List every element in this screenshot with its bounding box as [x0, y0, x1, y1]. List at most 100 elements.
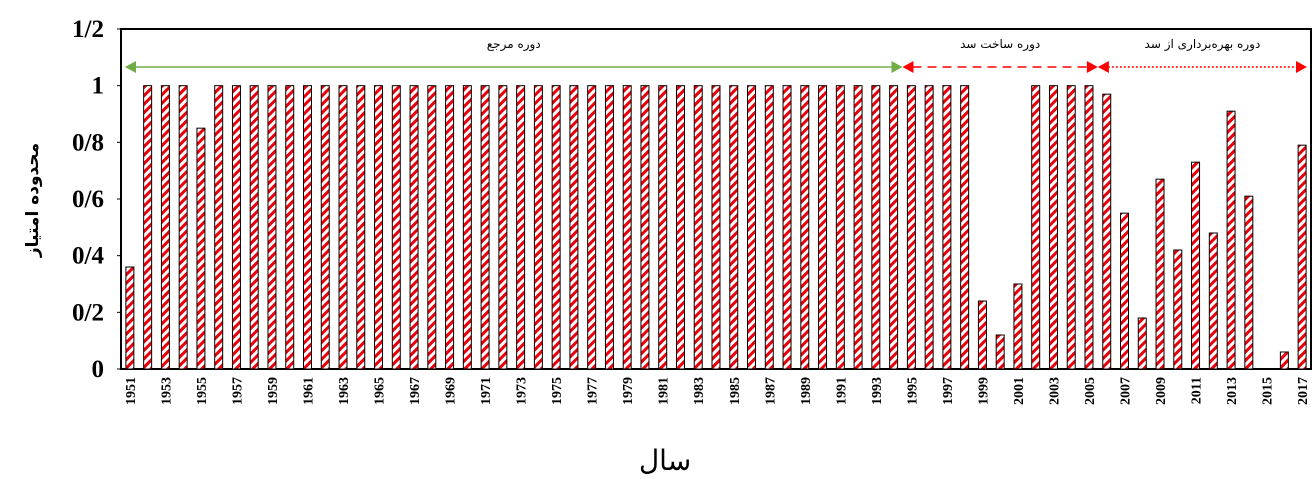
- bar-1963: [338, 85, 348, 370]
- x-tick-label: 1987: [763, 377, 778, 405]
- x-tick-label: 1993: [870, 377, 885, 405]
- x-tick-label: 2013: [1225, 377, 1240, 405]
- x-tick-label: 2015: [1261, 377, 1276, 405]
- x-tick-label: 1957: [230, 377, 245, 405]
- x-axis-label: سال: [639, 444, 691, 477]
- period-arrow-left-head: [125, 61, 136, 73]
- bar-1997: [942, 85, 952, 370]
- bar-1985: [729, 85, 739, 370]
- bar-1993: [871, 85, 881, 370]
- y-tick-label: 1: [92, 73, 105, 100]
- bar-1969: [445, 85, 455, 370]
- bar-1990: [818, 85, 828, 370]
- y-tick-label: 1/2: [72, 16, 104, 43]
- bar-1984: [711, 85, 721, 370]
- x-tick-label: 1981: [657, 377, 672, 405]
- x-tick-label: 1959: [266, 377, 281, 405]
- x-tick-label: 1999: [976, 377, 991, 405]
- bar-1988: [782, 85, 792, 370]
- bar-1955: [196, 127, 206, 370]
- bar-1986: [747, 85, 757, 370]
- y-tick-label: 0: [92, 356, 105, 383]
- bar-1981: [658, 85, 668, 370]
- x-tick-label: 1955: [195, 377, 210, 405]
- x-tick-label: 1975: [550, 377, 565, 405]
- bar-1960: [285, 85, 295, 370]
- bar-1978: [604, 85, 614, 370]
- y-tick-label: 0/6: [72, 186, 104, 213]
- x-tick-label: 1951: [124, 377, 139, 405]
- x-tick-label: 2009: [1154, 377, 1169, 405]
- period-arrow-left-head: [902, 61, 914, 73]
- bar-1991: [835, 85, 845, 370]
- bar-2002: [1031, 85, 1041, 370]
- x-tick-label: 1969: [444, 377, 459, 405]
- x-tick-label: 1971: [479, 377, 494, 405]
- bar-1964: [356, 85, 366, 370]
- bar-1976: [569, 85, 579, 370]
- bar-1974: [533, 85, 543, 370]
- bar-2008: [1137, 317, 1147, 370]
- y-tick-label: 0/2: [72, 299, 104, 326]
- x-tick-label: 2003: [1047, 377, 1062, 405]
- y-tick-label: 0/4: [72, 243, 104, 270]
- x-tick-label: 1997: [941, 377, 956, 405]
- period-label: دوره بهره‌برداری از سد: [1145, 37, 1261, 52]
- bar-1994: [889, 85, 899, 370]
- x-tick-label: 2007: [1119, 377, 1134, 405]
- bar-1992: [853, 85, 863, 370]
- period-label: دوره ساخت سد: [960, 37, 1040, 52]
- x-tick-label: 1963: [337, 377, 352, 405]
- bar-1975: [551, 85, 561, 370]
- bar-1959: [267, 85, 277, 370]
- x-tick-label: 2005: [1083, 377, 1098, 405]
- bar-2000: [995, 334, 1005, 370]
- bar-1961: [303, 85, 312, 370]
- bar-1971: [480, 85, 490, 370]
- bar-1956: [214, 85, 224, 370]
- bar-2009: [1155, 178, 1165, 370]
- bar-2006: [1102, 93, 1112, 370]
- x-tick-label: 1973: [515, 377, 530, 405]
- bar-2011: [1191, 161, 1201, 370]
- bar-1954: [178, 85, 188, 370]
- bar-1965: [374, 85, 384, 370]
- x-tick-label: 1985: [728, 377, 743, 405]
- period-arrow-right-head: [1296, 61, 1307, 73]
- bar-1973: [516, 85, 526, 370]
- bar-2010: [1173, 249, 1183, 370]
- period-arrow-right-head: [891, 61, 903, 73]
- x-tick-label: 2017: [1296, 377, 1311, 405]
- period-label: دوره مرجع: [487, 37, 541, 52]
- bar-2007: [1120, 212, 1130, 370]
- bar-1966: [391, 85, 401, 370]
- x-tick-label: 1995: [905, 377, 920, 405]
- bar-2017: [1297, 144, 1307, 370]
- bar-1962: [320, 85, 330, 370]
- bar-2001: [1013, 283, 1023, 370]
- bar-1979: [622, 85, 632, 370]
- bar-1996: [924, 85, 934, 370]
- bar-2016: [1279, 351, 1289, 370]
- bar-1952: [143, 85, 153, 370]
- x-tick-label: 1991: [834, 377, 849, 405]
- bar-2005: [1084, 85, 1094, 370]
- bar-2004: [1066, 85, 1076, 370]
- bar-1953: [160, 85, 170, 370]
- bar-2003: [1048, 85, 1058, 370]
- x-tick-label: 2011: [1190, 377, 1205, 404]
- x-tick-label: 1953: [159, 377, 174, 405]
- x-tick-label: 1983: [692, 377, 707, 405]
- x-tick-label: 1979: [621, 377, 636, 405]
- bar-1957: [231, 85, 241, 370]
- x-tick-label: 2001: [1012, 377, 1027, 405]
- x-tick-label: 1977: [586, 377, 601, 405]
- period-arrow-left-head: [1097, 61, 1109, 73]
- bar-1970: [462, 85, 472, 370]
- bar-1968: [427, 85, 437, 370]
- x-tick-label: 1989: [799, 377, 814, 405]
- bar-1987: [764, 85, 774, 370]
- x-tick-label: 1965: [373, 377, 388, 405]
- bar-1995: [906, 85, 916, 370]
